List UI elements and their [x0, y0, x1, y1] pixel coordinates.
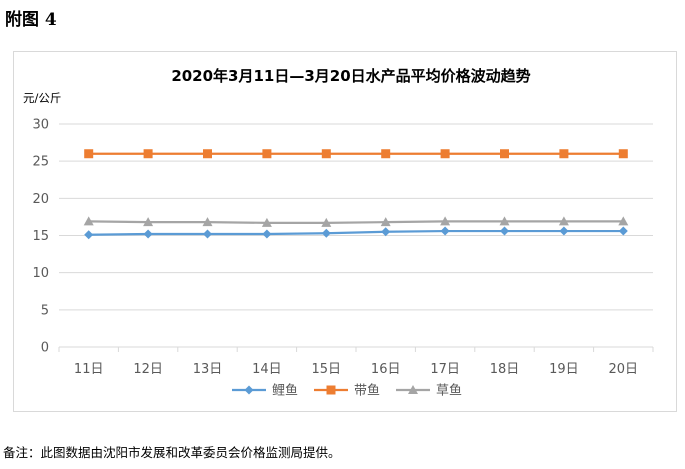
data-point	[84, 149, 94, 159]
x-tick-label: 13日	[193, 362, 223, 377]
data-point	[440, 149, 450, 159]
data-point	[321, 228, 331, 238]
x-tick-label: 16日	[371, 362, 401, 377]
chart-title: 2020年3月11日—3月20日水产品平均价格波动趋势	[171, 67, 530, 85]
legend-label: 草鱼	[436, 383, 462, 399]
data-point	[440, 216, 451, 226]
series-lines	[83, 149, 629, 240]
data-point	[202, 217, 213, 227]
footnote: 备注：此图数据由沈阳市发展和改革委员会价格监测局提供。	[3, 445, 341, 460]
data-point	[499, 216, 510, 226]
series-line-鲤鱼	[88, 229, 624, 236]
series-line-草鱼	[88, 220, 624, 224]
x-tick-label: 14日	[252, 362, 282, 377]
legend: 鲤鱼 带鱼 草鱼	[232, 383, 462, 399]
data-point	[203, 229, 212, 239]
data-point	[559, 149, 569, 159]
legend-marker	[244, 385, 254, 395]
data-point	[618, 216, 629, 226]
y-tick-label: 20	[32, 192, 49, 207]
x-tick-labels: 11日 12日 13日 14日 15日 16日 17日 18日 19日 20日	[74, 362, 638, 377]
data-point	[618, 226, 628, 236]
data-point	[84, 230, 94, 240]
x-tick-label: 20日	[609, 362, 639, 377]
data-point	[381, 227, 391, 237]
x-tick-label: 18日	[490, 362, 520, 377]
data-point	[380, 217, 391, 227]
data-point	[143, 217, 154, 227]
x-tick-label: 12日	[133, 362, 163, 377]
data-point	[262, 229, 272, 239]
data-point	[440, 226, 450, 236]
y-tick-label: 5	[41, 303, 49, 318]
data-point	[203, 149, 212, 159]
y-axis-label: 元/公斤	[23, 91, 61, 105]
data-point	[262, 149, 272, 159]
line-chart: 2020年3月11日—3月20日水产品平均价格波动趋势 元/公斤 0 5 10 15 2…	[23, 67, 654, 399]
data-point	[618, 149, 628, 159]
legend-label: 鲤鱼	[272, 383, 298, 399]
legend-label: 带鱼	[354, 383, 380, 399]
y-tick-label: 10	[32, 266, 49, 281]
data-point	[321, 217, 332, 227]
data-point	[83, 216, 94, 226]
x-tick-label: 15日	[312, 362, 342, 377]
data-point	[381, 149, 391, 159]
legend-marker	[326, 385, 336, 395]
chart-container: 2020年3月11日—3月20日水产品平均价格波动趋势 元/公斤 0 5 10 15 2…	[13, 51, 677, 412]
x-tick-label: 19日	[549, 362, 579, 377]
y-tick-label: 15	[32, 229, 49, 244]
y-tick-label: 0	[41, 341, 49, 356]
grid-lines	[58, 123, 654, 352]
y-tick-label: 25	[32, 155, 49, 170]
x-tick-label: 17日	[430, 362, 460, 377]
data-point	[321, 149, 331, 159]
data-point	[558, 216, 569, 226]
data-point	[500, 226, 509, 236]
data-point	[559, 226, 569, 236]
y-tick-label: 30	[32, 118, 49, 133]
data-point	[143, 229, 153, 239]
x-tick-label: 11日	[74, 362, 104, 377]
figure-label: 附图 4	[5, 10, 57, 30]
legend-marker	[408, 385, 418, 394]
y-tick-labels: 0 5 10 15 20 25 30	[32, 118, 49, 356]
data-point	[143, 149, 153, 159]
data-point	[261, 217, 272, 227]
data-point	[500, 149, 509, 159]
